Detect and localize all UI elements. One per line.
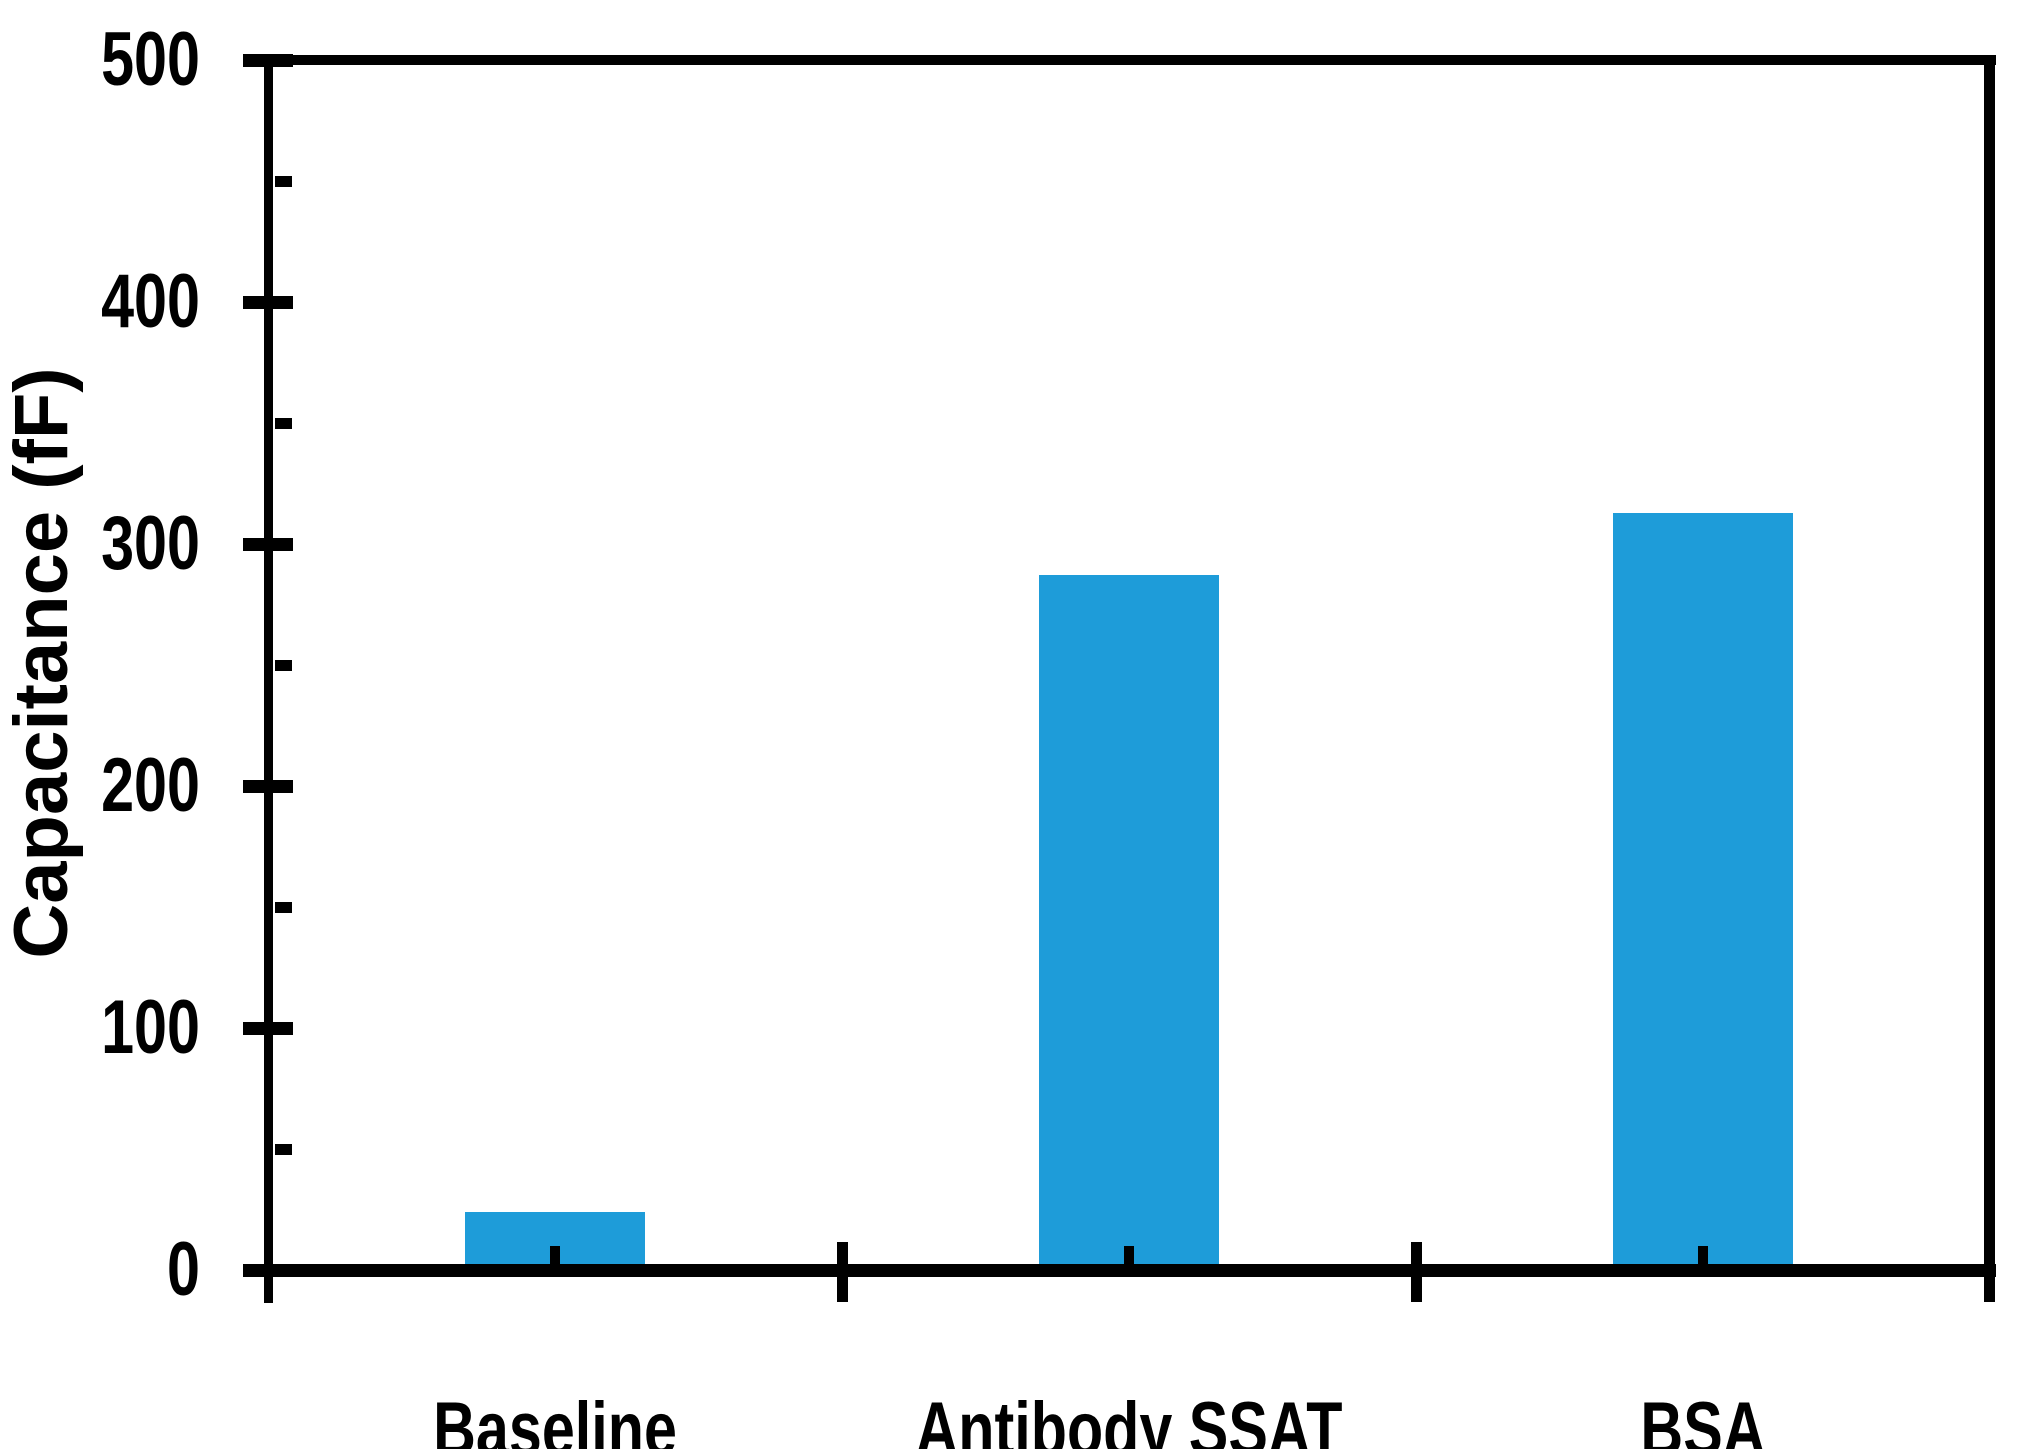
x-category-label-antibody-ssat: Antibody SSAT	[915, 1387, 1343, 1449]
y-axis-title: Capacitance (fF)	[0, 367, 84, 959]
y-major-tick-0	[243, 1263, 293, 1277]
y-tick-label-300: 300	[101, 501, 200, 586]
x-category-label-baseline: Baseline	[433, 1387, 677, 1449]
y-tick-label-400: 400	[101, 259, 200, 344]
x-boundary-tick-2	[1410, 1242, 1422, 1302]
x-center-tick-baseline	[550, 1246, 560, 1264]
y-tick-label-100: 100	[101, 985, 200, 1070]
x-category-label-bsa: BSA	[1640, 1387, 1766, 1449]
x-center-tick-bsa	[1698, 1246, 1708, 1264]
y-minor-tick-450	[275, 175, 292, 187]
y-tick-label-0: 0	[167, 1227, 200, 1312]
y-major-tick-100	[243, 1021, 293, 1035]
y-major-tick-400	[243, 295, 293, 309]
x-center-tick-antibody-ssat	[1124, 1246, 1134, 1264]
bar-bsa	[1613, 512, 1793, 1270]
bar-antibody-ssat	[1039, 575, 1219, 1270]
y-minor-tick-150	[275, 901, 292, 913]
y-major-tick-500	[243, 53, 293, 67]
y-tick-label-500: 500	[101, 17, 200, 102]
x-boundary-tick-1	[836, 1242, 848, 1302]
plot-frame-right-line	[1984, 55, 1995, 1302]
y-minor-tick-350	[275, 417, 292, 429]
y-minor-tick-250	[275, 659, 292, 671]
y-axis-line	[264, 55, 273, 1303]
y-minor-tick-50	[275, 1143, 292, 1155]
x-axis-line	[243, 1264, 1996, 1277]
y-tick-label-200: 200	[101, 743, 200, 828]
y-major-tick-200	[243, 779, 293, 793]
y-major-tick-300	[243, 537, 293, 551]
plot-frame-top-line	[248, 55, 1996, 65]
